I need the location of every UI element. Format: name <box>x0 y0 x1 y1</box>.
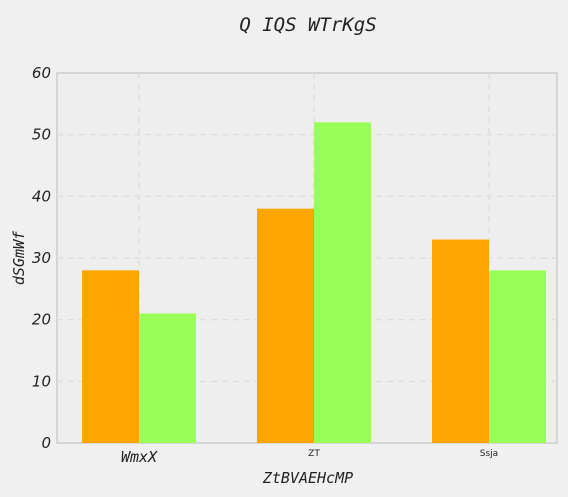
bar-series1-Ssja <box>432 239 489 443</box>
y-axis-ticks: 0 10 20 30 40 50 60 <box>32 64 51 452</box>
bar-series1-WmxX <box>82 270 139 443</box>
x-axis-label: ZtBVAEHcMP <box>262 469 353 487</box>
bar-series2-ZT <box>314 122 371 443</box>
y-tick-label: 30 <box>32 249 51 267</box>
y-tick-label: 40 <box>32 187 51 205</box>
x-axis-ticks: WmxX ZT Ssja <box>121 448 498 466</box>
y-tick-label: 10 <box>32 372 51 390</box>
chart-title: Q IQS WTrKgS <box>239 14 376 36</box>
bar-series1-ZT <box>257 208 314 443</box>
x-tick-label: ZT <box>308 449 320 459</box>
x-tick-label: WmxX <box>121 448 158 466</box>
y-tick-label: 50 <box>32 126 51 144</box>
bar-series2-WmxX <box>139 313 196 443</box>
x-tick-label: Ssja <box>480 449 498 459</box>
y-tick-label: 0 <box>41 434 51 452</box>
y-tick-label: 20 <box>32 311 51 329</box>
y-tick-label: 60 <box>32 64 51 82</box>
y-axis-label: dSGmWf <box>10 230 28 285</box>
bar-series2-Ssja <box>489 270 546 443</box>
bars <box>82 122 546 443</box>
